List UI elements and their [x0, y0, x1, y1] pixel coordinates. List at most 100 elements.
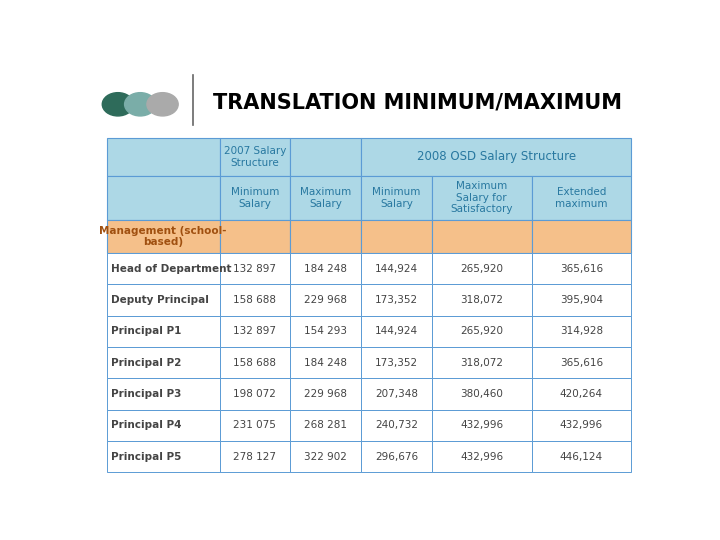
Text: 365,616: 365,616 — [560, 264, 603, 274]
Bar — [107, 220, 220, 253]
Text: 154 293: 154 293 — [305, 326, 347, 336]
Bar — [361, 316, 432, 347]
Bar — [531, 410, 631, 441]
Bar — [361, 379, 432, 410]
Text: 229 968: 229 968 — [305, 389, 347, 399]
Text: 173,352: 173,352 — [375, 295, 418, 305]
Bar — [220, 379, 290, 410]
Bar — [107, 410, 220, 441]
Text: Management (school-
based): Management (school- based) — [99, 226, 227, 247]
Bar — [290, 347, 361, 379]
Text: 278 127: 278 127 — [233, 451, 276, 462]
Text: 395,904: 395,904 — [560, 295, 603, 305]
Bar — [290, 138, 361, 176]
Bar — [531, 379, 631, 410]
Bar — [361, 138, 631, 176]
Bar — [107, 253, 220, 285]
Text: 420,264: 420,264 — [560, 389, 603, 399]
Bar — [220, 253, 290, 285]
Text: 432,996: 432,996 — [560, 420, 603, 430]
Bar — [432, 441, 531, 472]
Bar — [531, 347, 631, 379]
Bar — [432, 347, 531, 379]
Bar — [531, 441, 631, 472]
Text: 268 281: 268 281 — [305, 420, 347, 430]
Bar — [531, 316, 631, 347]
Bar — [107, 347, 220, 379]
Bar — [531, 176, 631, 220]
Bar — [220, 285, 290, 316]
Text: 432,996: 432,996 — [460, 420, 503, 430]
Text: 380,460: 380,460 — [460, 389, 503, 399]
Bar — [361, 253, 432, 285]
Bar — [290, 316, 361, 347]
Text: 240,732: 240,732 — [375, 420, 418, 430]
Bar — [220, 176, 290, 220]
Bar — [361, 220, 432, 253]
Text: 265,920: 265,920 — [460, 326, 503, 336]
Bar — [361, 410, 432, 441]
Text: 231 075: 231 075 — [233, 420, 276, 430]
Bar — [107, 441, 220, 472]
Bar — [290, 379, 361, 410]
Text: Principal P3: Principal P3 — [111, 389, 181, 399]
Text: 184 248: 184 248 — [305, 264, 347, 274]
Bar — [361, 347, 432, 379]
Bar — [432, 379, 531, 410]
Bar — [361, 176, 432, 220]
Bar — [107, 316, 220, 347]
Bar — [107, 379, 220, 410]
Text: 184 248: 184 248 — [305, 357, 347, 368]
Text: Extended
maximum: Extended maximum — [555, 187, 608, 208]
Bar — [290, 441, 361, 472]
Bar — [432, 410, 531, 441]
Bar — [220, 410, 290, 441]
Text: 229 968: 229 968 — [305, 295, 347, 305]
Text: Principal P5: Principal P5 — [111, 451, 181, 462]
Text: 207,348: 207,348 — [375, 389, 418, 399]
Bar — [220, 347, 290, 379]
Text: Minimum
Salary: Minimum Salary — [230, 187, 279, 208]
Bar — [107, 285, 220, 316]
Text: 314,928: 314,928 — [560, 326, 603, 336]
Bar — [531, 253, 631, 285]
Text: 446,124: 446,124 — [560, 451, 603, 462]
Bar — [220, 220, 290, 253]
Text: 2008 OSD Salary Structure: 2008 OSD Salary Structure — [417, 150, 576, 163]
Bar — [290, 253, 361, 285]
Text: 318,072: 318,072 — [460, 295, 503, 305]
Bar — [290, 285, 361, 316]
Circle shape — [125, 93, 156, 116]
Bar — [531, 220, 631, 253]
Bar — [220, 316, 290, 347]
Text: 173,352: 173,352 — [375, 357, 418, 368]
Text: Maximum
Salary for
Satisfactory: Maximum Salary for Satisfactory — [451, 181, 513, 214]
Text: Principal P2: Principal P2 — [111, 357, 181, 368]
Circle shape — [147, 93, 178, 116]
Bar — [432, 316, 531, 347]
Bar — [290, 220, 361, 253]
Bar — [220, 441, 290, 472]
Text: 322 902: 322 902 — [305, 451, 347, 462]
Text: 2007 Salary
Structure: 2007 Salary Structure — [224, 146, 286, 167]
Text: 132 897: 132 897 — [233, 264, 276, 274]
Text: 198 072: 198 072 — [233, 389, 276, 399]
Bar — [290, 176, 361, 220]
Text: 265,920: 265,920 — [460, 264, 503, 274]
Bar — [107, 138, 220, 176]
Bar — [432, 253, 531, 285]
Text: 318,072: 318,072 — [460, 357, 503, 368]
Bar — [290, 410, 361, 441]
Text: Maximum
Salary: Maximum Salary — [300, 187, 351, 208]
Bar — [432, 176, 531, 220]
Text: Head of Department: Head of Department — [111, 264, 232, 274]
Text: 432,996: 432,996 — [460, 451, 503, 462]
Text: 296,676: 296,676 — [375, 451, 418, 462]
Bar — [361, 285, 432, 316]
Text: 132 897: 132 897 — [233, 326, 276, 336]
Text: Minimum
Salary: Minimum Salary — [372, 187, 420, 208]
Text: Deputy Principal: Deputy Principal — [111, 295, 209, 305]
Circle shape — [102, 93, 133, 116]
Text: 365,616: 365,616 — [560, 357, 603, 368]
Text: Principal P1: Principal P1 — [111, 326, 181, 336]
